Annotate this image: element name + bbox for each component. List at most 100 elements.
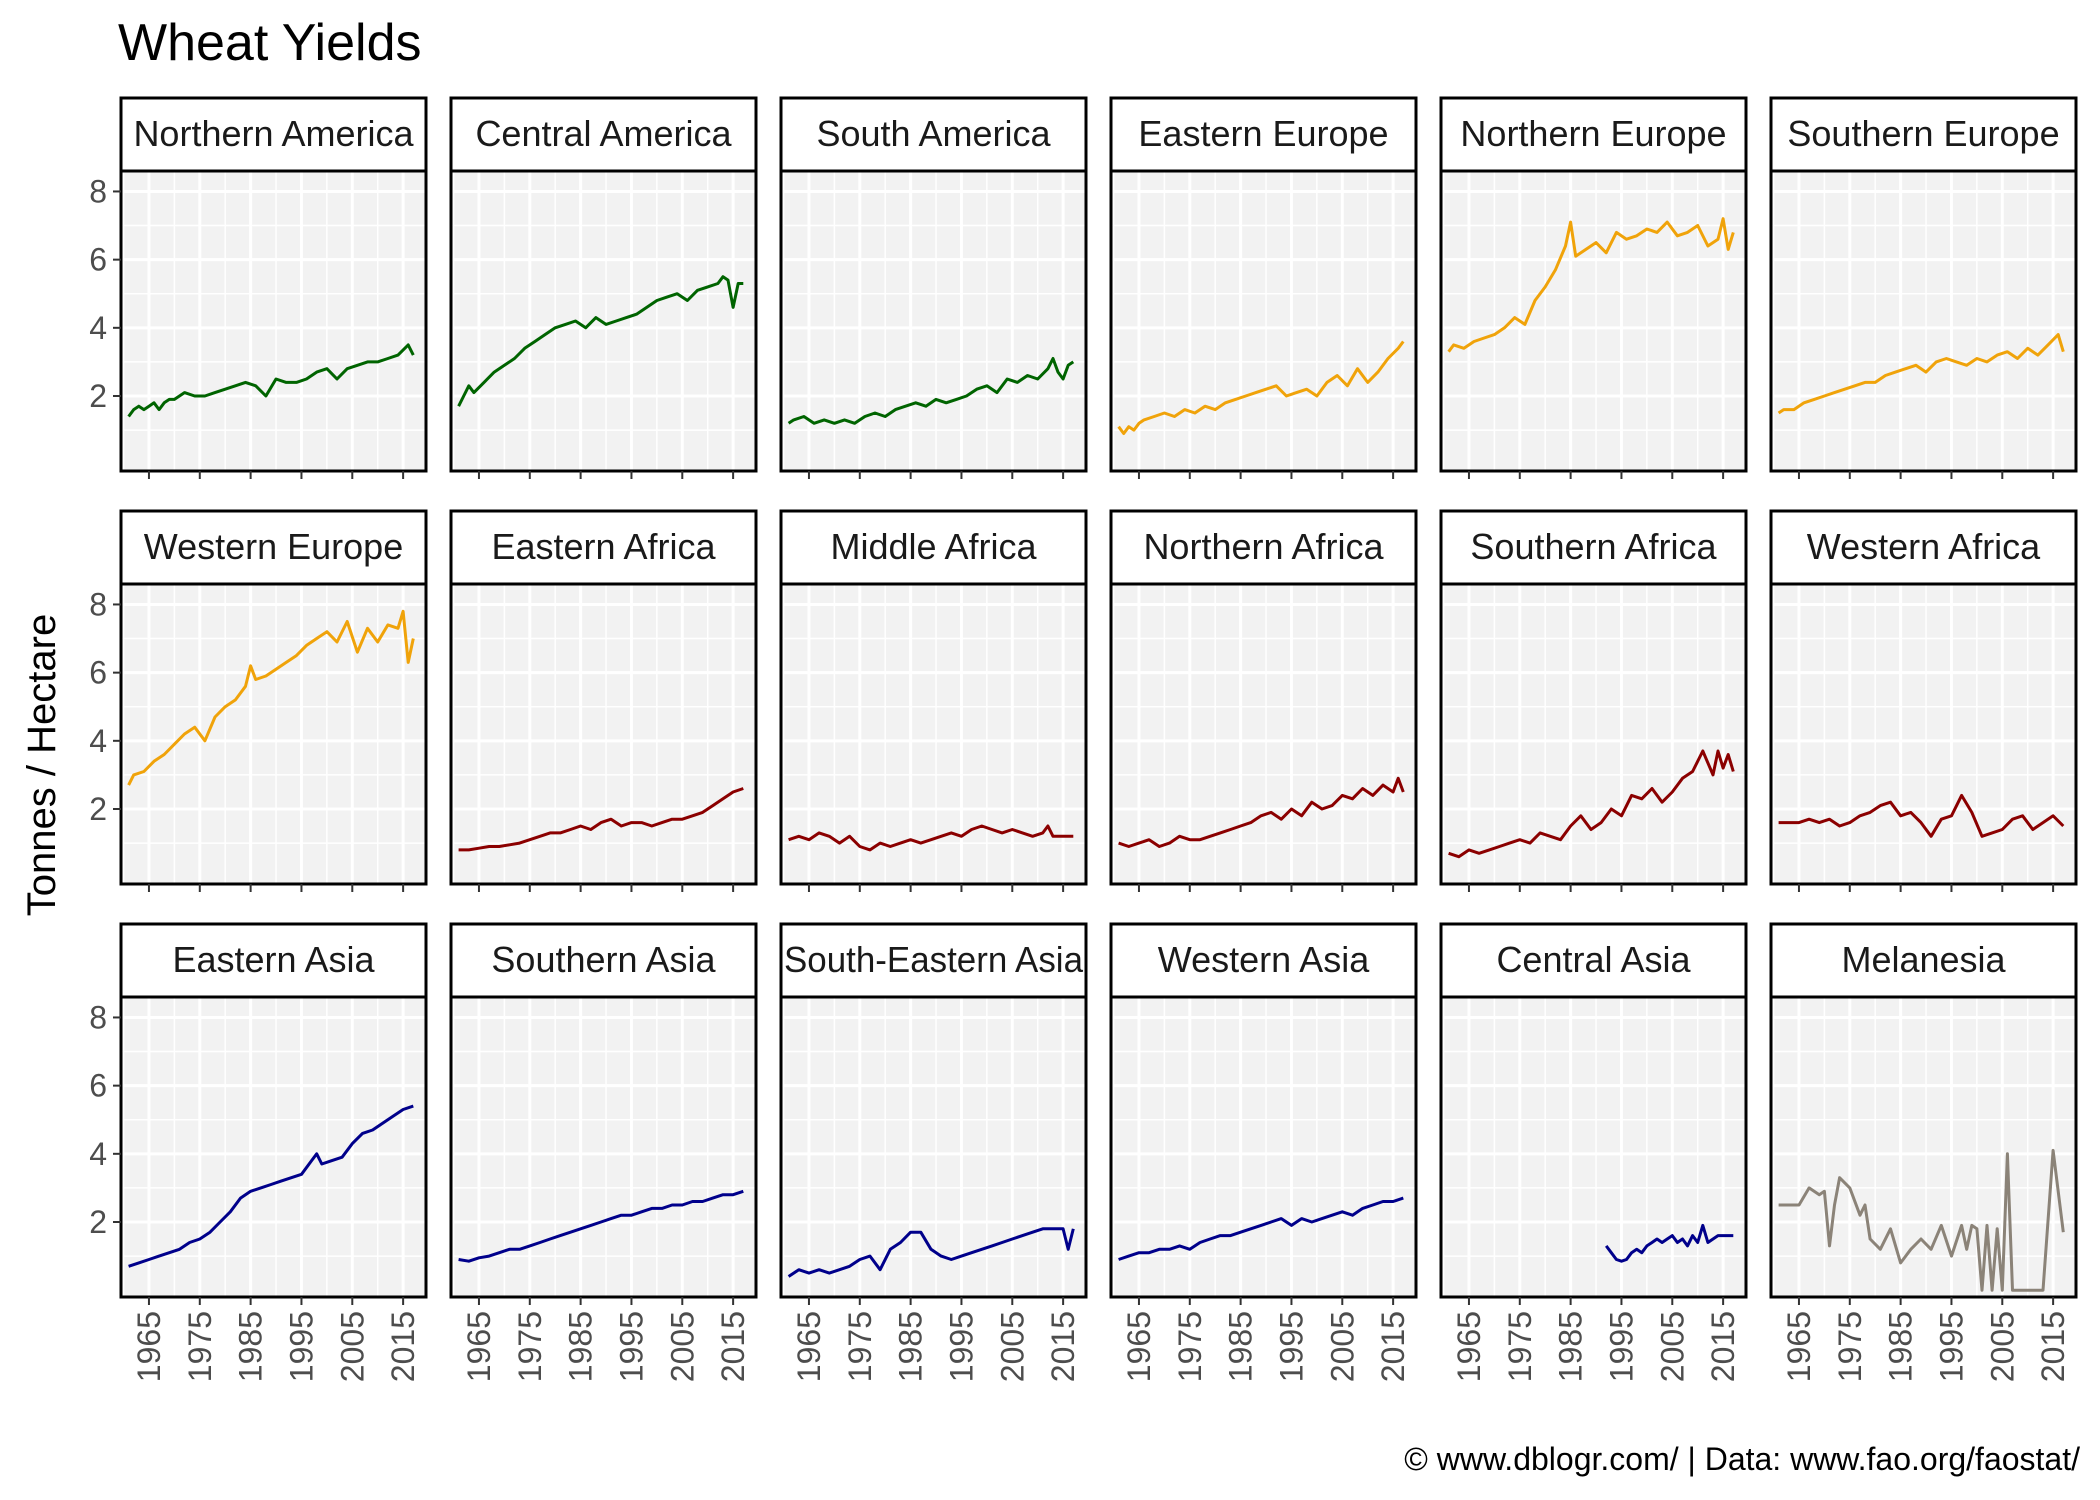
y-tick-label: 2 xyxy=(89,378,107,414)
facet-strip-label: Central America xyxy=(475,113,732,154)
panel-border xyxy=(1439,582,1748,886)
facet-strip xyxy=(449,509,758,586)
panel-background xyxy=(1771,171,2076,471)
panel-background xyxy=(121,997,426,1297)
x-tick-label: 1965 xyxy=(131,1311,167,1382)
panel-border xyxy=(1109,995,1418,1299)
facet-strip xyxy=(119,509,428,586)
facet-strip-label: Middle Africa xyxy=(830,526,1037,567)
facet-strip xyxy=(1769,509,2078,586)
panel-background xyxy=(121,584,426,884)
facet-panel: Central America xyxy=(449,96,758,479)
x-tick-label: 2015 xyxy=(385,1311,421,1382)
x-tick-label: 1965 xyxy=(1121,1311,1157,1382)
series-line xyxy=(1778,1148,2065,1292)
panel-background xyxy=(1111,997,1416,1297)
facet-strip-label: Eastern Europe xyxy=(1138,113,1388,154)
panel-border xyxy=(1769,995,2078,1299)
facet-strip xyxy=(119,96,428,173)
x-tick-label: 1975 xyxy=(1172,1311,1208,1382)
series-line xyxy=(127,609,415,786)
facet-strip-label: Western Africa xyxy=(1807,526,2041,567)
facet-strip xyxy=(779,922,1088,999)
series-line xyxy=(457,275,744,407)
panel-background xyxy=(1771,997,2076,1297)
facet-panel: Central Asia 1965 1975 1985 1995 2005 2015 xyxy=(1439,922,1748,1382)
facet-panel: Melanesia 1965 1975 1985 1995 2005 2015 xyxy=(1769,922,2078,1382)
x-tick-label: 2015 xyxy=(2035,1311,2071,1382)
x-tick-label: 1965 xyxy=(461,1311,497,1382)
panel-border xyxy=(119,995,428,1299)
facet-strip-label: Western Europe xyxy=(144,526,403,567)
series-line xyxy=(788,824,1074,852)
x-tick-label: 1975 xyxy=(1832,1311,1868,1382)
panel-background xyxy=(1111,584,1416,884)
series-line xyxy=(1118,776,1405,848)
x-tick-label: 1985 xyxy=(233,1311,269,1382)
y-tick-label: 6 xyxy=(89,655,107,691)
facets-layer: Northern America 2 4 6 8 Central America South… xyxy=(89,96,2078,1382)
panel-background xyxy=(121,171,426,471)
panel-background xyxy=(781,171,1086,471)
panel-border xyxy=(1439,995,1748,1299)
panel-border xyxy=(449,995,758,1299)
facet-panel: Middle Africa xyxy=(779,509,1088,892)
x-tick-label: 2005 xyxy=(664,1311,700,1382)
facet-panel: Western Africa xyxy=(1769,509,2078,892)
facet-strip-label: Melanesia xyxy=(1841,939,2006,980)
facet-panel: South-Eastern Asia 1965 1975 1985 1995 2005 20… xyxy=(779,922,1088,1382)
y-tick-label: 2 xyxy=(89,791,107,827)
x-tick-label: 1995 xyxy=(1933,1311,1969,1382)
panel-background xyxy=(1441,584,1746,884)
facet-strip-label: South-Eastern Asia xyxy=(784,939,1084,980)
y-tick-label: 2 xyxy=(89,1204,107,1240)
x-tick-label: 1985 xyxy=(893,1311,929,1382)
panel-border xyxy=(779,582,1088,886)
x-tick-label: 1975 xyxy=(1502,1311,1538,1382)
series-line xyxy=(1604,1223,1734,1263)
chart-title: Wheat Yields xyxy=(118,14,422,72)
facet-panel: Southern Africa xyxy=(1439,509,1748,892)
series-line xyxy=(458,1189,744,1263)
x-tick-label: 1985 xyxy=(1553,1311,1589,1382)
x-tick-label: 2005 xyxy=(1984,1311,2020,1382)
x-tick-label: 2015 xyxy=(715,1311,751,1382)
series-line xyxy=(1448,749,1735,859)
x-tick-label: 1995 xyxy=(283,1311,319,1382)
facet-strip-label: Southern Asia xyxy=(491,939,716,980)
facet-panel: Northern Europe xyxy=(1439,96,1748,479)
x-tick-label: 1995 xyxy=(1603,1311,1639,1382)
y-tick-label: 4 xyxy=(89,1136,107,1172)
facet-strip-label: Northern America xyxy=(133,113,414,154)
facet-panel: Southern Asia 1965 1975 1985 1995 2005 2015 xyxy=(449,922,758,1382)
x-tick-label: 1985 xyxy=(1223,1311,1259,1382)
facet-strip xyxy=(1109,96,1418,173)
x-tick-label: 2015 xyxy=(1375,1311,1411,1382)
panel-border xyxy=(449,169,758,473)
facet-strip-label: Northern Europe xyxy=(1460,113,1726,154)
series-line xyxy=(787,1227,1075,1278)
x-tick-label: 2015 xyxy=(1705,1311,1741,1382)
panel-background xyxy=(451,997,756,1297)
series-line xyxy=(127,343,415,418)
facet-panel: South America xyxy=(779,96,1088,479)
y-tick-label: 6 xyxy=(89,1068,107,1104)
facet-strip-label: Northern Africa xyxy=(1143,526,1384,567)
panel-border xyxy=(119,582,428,886)
x-tick-label: 2005 xyxy=(334,1311,370,1382)
facet-panel: Eastern Africa xyxy=(449,509,758,892)
x-tick-label: 1995 xyxy=(1273,1311,1309,1382)
facet-strip-label: Southern Africa xyxy=(1470,526,1717,567)
facet-panel: Western Europe 2 4 6 8 xyxy=(89,509,428,892)
facet-strip-label: Southern Europe xyxy=(1787,113,2059,154)
x-tick-label: 1975 xyxy=(842,1311,878,1382)
x-tick-label: 1995 xyxy=(613,1311,649,1382)
panel-border xyxy=(449,582,758,886)
x-tick-label: 1975 xyxy=(512,1311,548,1382)
x-tick-label: 1965 xyxy=(791,1311,827,1382)
y-tick-label: 4 xyxy=(89,723,107,759)
series-line xyxy=(1778,793,2065,838)
facet-strip xyxy=(1769,96,2078,173)
series-line xyxy=(128,1104,414,1268)
series-line xyxy=(458,787,744,852)
